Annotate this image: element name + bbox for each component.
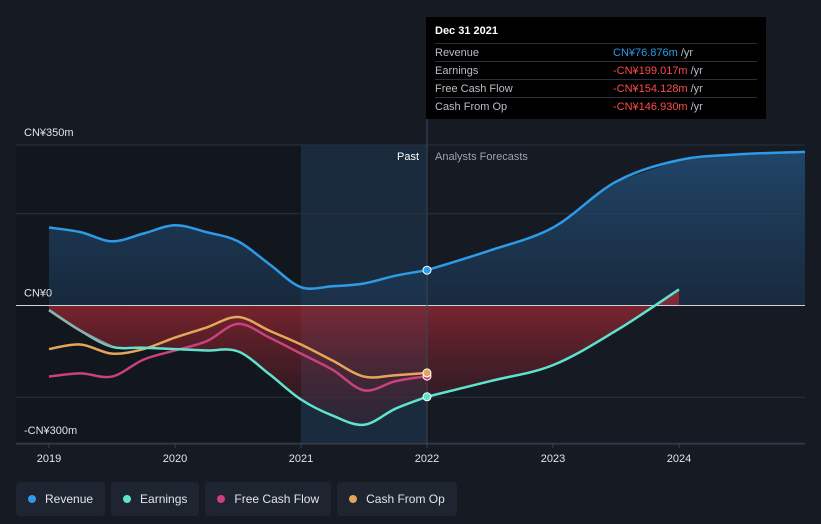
cash-from-op-line-past [48, 315, 428, 379]
legend-item-cash-from-op[interactable]: Cash From Op [337, 482, 457, 516]
legend: Revenue Earnings Free Cash Flow Cash From O… [16, 482, 457, 516]
tooltip-date: Dec 31 2021 [435, 25, 498, 37]
legend-label: Earnings [140, 492, 188, 506]
tooltip-row-label: Earnings [435, 64, 479, 77]
legend-label: Revenue [45, 492, 94, 506]
tooltip-row: Revenue CN¥76.876m/yr [435, 43, 757, 61]
y-tick-label: CN¥0 [24, 288, 52, 300]
x-tick-label: 2020 [163, 453, 187, 465]
cash-from-op-marker [422, 368, 432, 378]
revenue-area [49, 151, 805, 306]
legend-item-earnings[interactable]: Earnings [111, 482, 200, 516]
y-axis-ticks: CN¥350m CN¥0 -CN¥300m [24, 127, 77, 437]
tooltip-row: Cash From Op -CN¥146.930m/yr [435, 97, 757, 115]
tooltip-row-value: CN¥76.876m [613, 46, 678, 59]
forecast-label: Analysts Forecasts [435, 151, 528, 163]
tooltip-row-unit: /yr [690, 64, 703, 77]
x-axis-ticks: 2019 2020 2021 2022 2023 2024 [37, 444, 691, 465]
tooltip-row-unit: /yr [690, 82, 703, 95]
x-tick-label: 2022 [415, 453, 439, 465]
tooltip-row-value: -CN¥154.128m [613, 82, 688, 95]
legend-dot-icon [349, 495, 358, 503]
earnings-marker [422, 392, 432, 402]
legend-label: Free Cash Flow [234, 492, 320, 506]
x-tick-label: 2024 [667, 453, 691, 465]
earnings-line-forecast [426, 288, 680, 398]
y-tick-label: CN¥350m [24, 127, 74, 139]
tooltip-row-label: Revenue [435, 46, 480, 59]
revenue-marker [422, 265, 432, 275]
series-lines [48, 150, 806, 427]
legend-dot-icon [28, 495, 36, 503]
x-tick-label: 2023 [541, 453, 565, 465]
x-tick-label: 2021 [289, 453, 313, 465]
earnings-area [49, 289, 679, 425]
tooltip-row-label: Cash From Op [435, 100, 508, 113]
free-cash-flow-line-past [48, 322, 428, 392]
legend-item-revenue[interactable]: Revenue [16, 482, 106, 516]
x-tick-label: 2019 [37, 453, 61, 465]
earnings-line-muted [48, 309, 113, 348]
tooltip-row-label: Free Cash Flow [435, 82, 513, 95]
tooltip-row-value: -CN¥146.930m [613, 100, 688, 113]
tooltip-row-unit: /yr [690, 100, 703, 113]
past-label: Past [397, 151, 419, 163]
area-fills [49, 151, 805, 425]
series-markers [422, 265, 432, 402]
y-tick-label: -CN¥300m [24, 425, 77, 437]
legend-dot-icon [123, 495, 132, 503]
tooltip-row-value: -CN¥199.017m [613, 64, 688, 77]
legend-label: Cash From Op [366, 492, 445, 506]
revenue-line-forecast [426, 150, 806, 272]
tooltip-row: Free Cash Flow -CN¥154.128m/yr [435, 79, 757, 97]
data-tooltip: Dec 31 2021 Revenue CN¥76.876m/yr Earnings… [426, 17, 766, 119]
tooltip-row-unit: /yr [680, 46, 694, 59]
revenue-line-past [48, 223, 428, 290]
legend-item-free-cash-flow[interactable]: Free Cash Flow [205, 482, 332, 516]
legend-dot-icon [217, 495, 226, 503]
tooltip-row: Earnings -CN¥199.017m/yr [435, 61, 757, 79]
